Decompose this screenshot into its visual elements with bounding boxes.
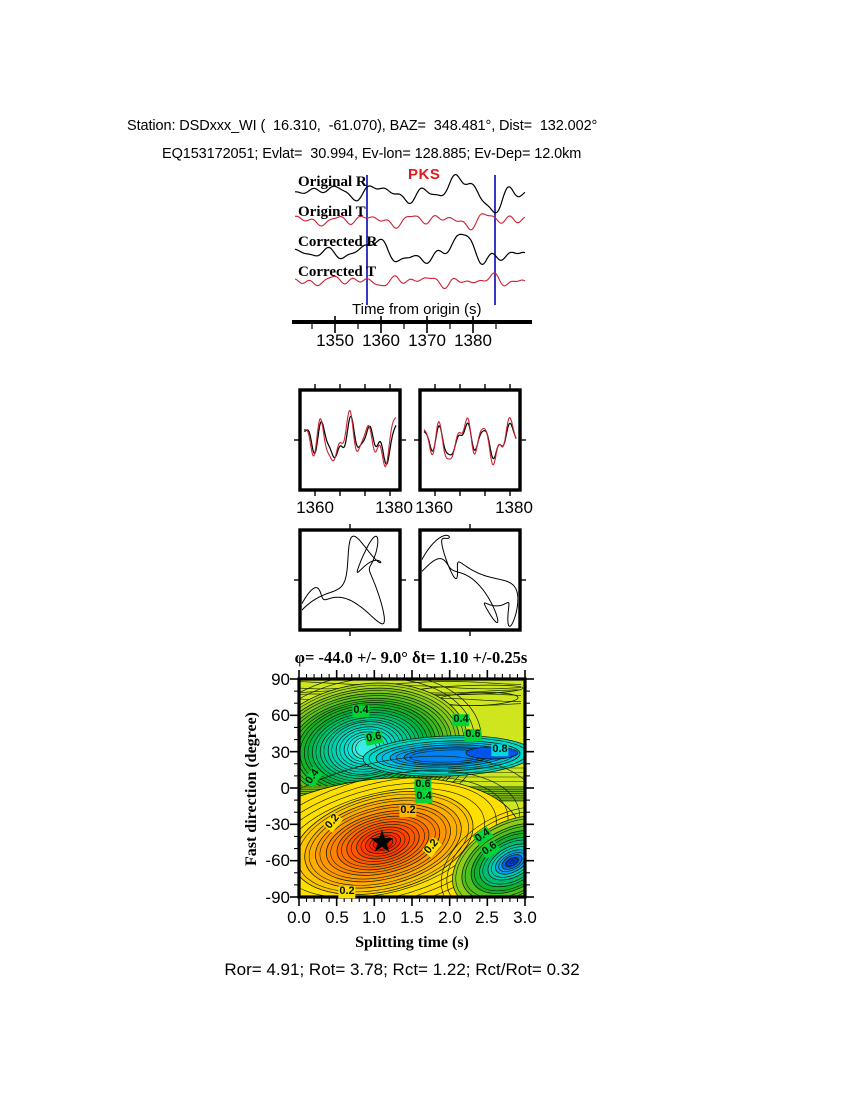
contour-x-tick: 1.0	[362, 908, 386, 927]
contour-y-tick: 60	[271, 706, 290, 725]
pair-tick-label: 1380	[495, 498, 533, 517]
contour-x-tick: 2.5	[475, 908, 499, 927]
time-tick-label: 1370	[408, 331, 446, 350]
contour-level-label: 0.8	[491, 743, 509, 756]
pair-tick-label: 1360	[296, 498, 334, 517]
contour-x-tick: 3.0	[513, 908, 537, 927]
contour-x-tick: 0.5	[325, 908, 349, 927]
trace-label-corrected-r: Corrected R	[298, 234, 378, 250]
pair-tick-label: 1380	[375, 498, 413, 517]
time-tick-label: 1350	[316, 331, 354, 350]
pair-tick-label: 1360	[415, 498, 453, 517]
contour-level-label: 0.4	[452, 713, 470, 726]
contour-y-tick: -60	[265, 851, 290, 870]
contour-x-tick: 1.5	[400, 908, 424, 927]
contour-level-label: 0.2	[399, 804, 417, 817]
stats-line: Ror= 4.91; Rot= 3.78; Rct= 1.22; Rct/Rot…	[224, 960, 580, 979]
contour-level-label: 0.4	[415, 790, 433, 803]
contour-title: φ= -44.0 +/- 9.0° δt= 1.10 +/-0.25s	[294, 648, 528, 667]
event-title: EQ153172051; Evlat= 30.994, Ev-lon= 128.…	[162, 146, 582, 162]
trace-label-original-r: Original R	[298, 174, 367, 190]
trace-label-corrected-t: Corrected T	[298, 264, 377, 280]
contour-y-tick: 90	[271, 670, 290, 689]
contour-y-tick: 30	[271, 743, 290, 762]
contour-level-label: 0.2	[338, 885, 356, 898]
phase-label: PKS	[408, 166, 441, 183]
time-tick-label: 1360	[362, 331, 400, 350]
contour-x-tick: 0.0	[287, 908, 311, 927]
contour-level-label: 0.6	[414, 778, 432, 791]
contour-level-label: 0.4	[352, 704, 370, 717]
contour-y-tick: -30	[265, 815, 290, 834]
time-axis-label: Time from origin (s)	[352, 301, 482, 318]
station-title: Station: DSDxxx_WI ( 16.310, -61.070), B…	[127, 118, 598, 134]
time-tick-label: 1380	[454, 331, 492, 350]
contour-y-tick: -90	[265, 888, 290, 907]
contour-level-label: 0.6	[464, 728, 482, 741]
contour-x-tick: 2.0	[438, 908, 462, 927]
contour-y-tick: 0	[280, 779, 290, 798]
contour-xlabel: Splitting time (s)	[355, 934, 469, 951]
trace-label-original-t: Original T	[298, 204, 366, 220]
